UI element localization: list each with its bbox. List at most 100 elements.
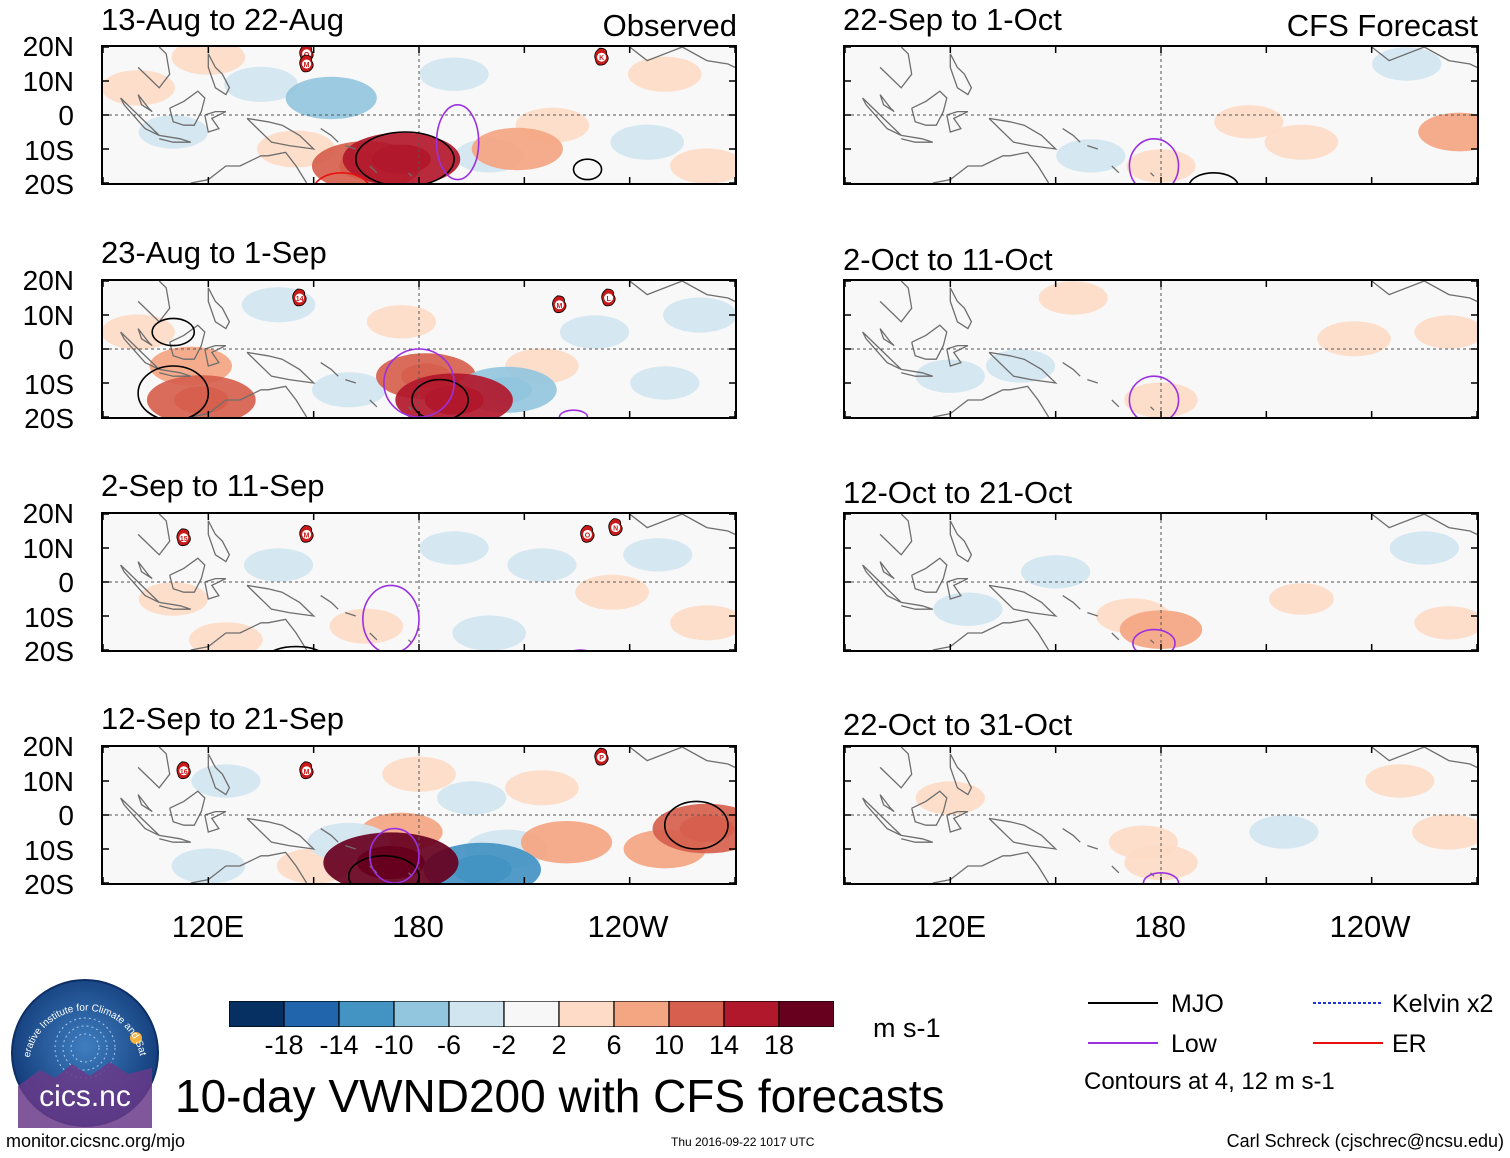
contour-mjo-2 bbox=[663, 800, 729, 850]
coastline-7 bbox=[246, 584, 316, 617]
storm-eye bbox=[604, 293, 614, 303]
anomaly-cell-1 bbox=[1356, 374, 1422, 406]
coastline-11 bbox=[1087, 611, 1099, 617]
coastline-9 bbox=[932, 399, 982, 417]
coastline-0 bbox=[137, 747, 171, 789]
storm-label: 16 bbox=[180, 769, 188, 776]
anomaly-cell-2 bbox=[1021, 555, 1091, 589]
lat-tick-label: 20N bbox=[22, 498, 74, 529]
lon-tick-label-right: 120E bbox=[913, 909, 987, 944]
coastline-9 bbox=[932, 632, 982, 650]
anomaly-cell-3 bbox=[1056, 139, 1126, 173]
panel-fc3 bbox=[843, 512, 1479, 652]
coastline-9 bbox=[190, 632, 240, 650]
anomaly-cell-3 bbox=[1389, 531, 1459, 565]
lat-tick-label: 10N bbox=[22, 765, 74, 797]
contour-low-0 bbox=[1142, 872, 1180, 883]
coastline-3 bbox=[901, 368, 933, 377]
anomaly-core-11 bbox=[174, 386, 229, 414]
coastline-6 bbox=[207, 753, 231, 796]
coastline-8 bbox=[981, 618, 1050, 650]
coastline-8 bbox=[981, 385, 1050, 417]
anomaly-cell-6 bbox=[1264, 124, 1339, 160]
website-link[interactable]: monitor.cicsnc.org/mjo bbox=[6, 1131, 186, 1151]
anomaly-cell-3 bbox=[224, 66, 298, 102]
lon-tick-label-right: 180 bbox=[1134, 909, 1186, 944]
coastline-14 bbox=[629, 47, 683, 62]
logo-text: cics.nc bbox=[39, 1080, 131, 1113]
anomaly-cell-6 bbox=[189, 622, 263, 650]
coastline-13 bbox=[1150, 172, 1155, 177]
coastline-7 bbox=[246, 351, 316, 384]
coastline-10 bbox=[1062, 828, 1081, 843]
lat-tick-label: 10N bbox=[22, 532, 74, 564]
coastline-14 bbox=[1371, 514, 1425, 529]
coastline-15 bbox=[1423, 47, 1477, 68]
storm-label: P bbox=[599, 755, 604, 762]
colorbar bbox=[228, 1000, 835, 1028]
coastline-12 bbox=[369, 399, 378, 408]
coastline-15 bbox=[681, 747, 735, 768]
coastline-11 bbox=[345, 611, 357, 617]
legend-label-er: ER bbox=[1392, 1030, 1427, 1058]
lat-tick-label: 0 bbox=[58, 800, 74, 831]
anomaly-cell-7 bbox=[329, 608, 404, 644]
coastline-12 bbox=[1111, 865, 1120, 874]
coastline-15 bbox=[1423, 514, 1477, 535]
storm-label: N bbox=[613, 526, 618, 533]
anomaly-cell-1 bbox=[630, 366, 700, 400]
anomaly-cell-4 bbox=[1038, 281, 1108, 315]
coastline-6 bbox=[207, 287, 231, 330]
panel-plot-fc2 bbox=[845, 281, 1477, 417]
coastline-15 bbox=[681, 281, 735, 302]
anomaly-cell-1 bbox=[933, 592, 1003, 626]
lat-tick-label: 10S bbox=[24, 601, 74, 633]
coastline-1 bbox=[137, 794, 153, 813]
anomaly-cell-4 bbox=[915, 781, 985, 815]
anomaly-cell-12 bbox=[471, 127, 563, 171]
coastline-15 bbox=[1423, 747, 1477, 768]
colorbar-tick-label: -10 bbox=[374, 1030, 414, 1060]
contour-low-0 bbox=[1128, 375, 1180, 417]
storm-marker: 14 bbox=[292, 288, 307, 307]
lat-tick-label: 20N bbox=[22, 265, 74, 296]
panel-fc1 bbox=[843, 45, 1479, 185]
storm-marker: P bbox=[594, 747, 609, 766]
coastline-3 bbox=[901, 834, 933, 843]
coastline-14 bbox=[629, 514, 683, 529]
coastline-4 bbox=[911, 324, 948, 360]
storm-eye bbox=[554, 300, 564, 310]
colorbar-swatch-1 bbox=[283, 1000, 340, 1028]
coastline-8 bbox=[239, 851, 308, 883]
coastline-8 bbox=[239, 151, 308, 183]
coastline-13 bbox=[1150, 406, 1155, 411]
coastline-8 bbox=[981, 851, 1050, 883]
coastline-10 bbox=[1062, 128, 1081, 143]
coastline-4 bbox=[911, 557, 948, 593]
lon-tick-label-right: 120W bbox=[1329, 909, 1411, 944]
anomaly-cell-1 bbox=[1304, 99, 1369, 131]
storm-label: M bbox=[304, 62, 310, 69]
anomaly-cell-2 bbox=[915, 359, 985, 393]
timestamp: Thu 2016-09-22 1017 UTC bbox=[671, 1135, 815, 1149]
panel-plot-fc1 bbox=[845, 47, 1477, 183]
coastline-7 bbox=[988, 117, 1058, 150]
colorbar-swatch-4 bbox=[448, 1000, 505, 1028]
anomaly-cell-0 bbox=[1269, 583, 1334, 615]
coastline-10 bbox=[320, 362, 339, 377]
anomaly-cell-4 bbox=[1126, 149, 1196, 183]
coastline-9 bbox=[190, 399, 240, 417]
lat-tick-label: 0 bbox=[58, 100, 74, 131]
lat-tick-label: 10S bbox=[24, 834, 74, 866]
contour-mjo-0 bbox=[347, 855, 420, 883]
storm-eye bbox=[302, 766, 312, 776]
storm-eye bbox=[302, 529, 312, 539]
contour-mjo-0 bbox=[355, 131, 455, 183]
legend-label-kelvin: Kelvin x2 bbox=[1392, 990, 1494, 1018]
coastline-14 bbox=[629, 281, 683, 296]
coastline-5 bbox=[946, 577, 969, 600]
panel-title-obs1: 13-Aug to 22-Aug bbox=[101, 2, 345, 37]
storm-label: K bbox=[599, 55, 604, 62]
colorbar-swatch-2 bbox=[338, 1000, 395, 1028]
storm-label: M bbox=[304, 532, 310, 539]
